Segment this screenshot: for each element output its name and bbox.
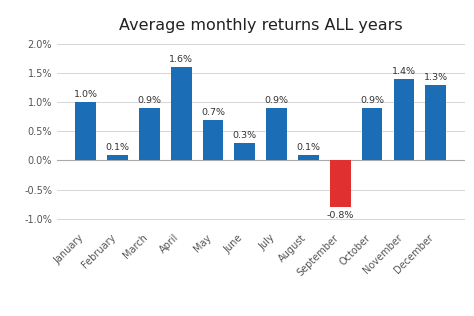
Text: -0.8%: -0.8% — [327, 210, 354, 220]
Text: 0.9%: 0.9% — [264, 96, 289, 105]
Bar — [235, 143, 255, 161]
Bar — [425, 85, 446, 161]
Text: 0.3%: 0.3% — [233, 131, 257, 140]
Text: 1.6%: 1.6% — [169, 55, 193, 64]
Text: 0.1%: 0.1% — [296, 143, 320, 152]
Text: 1.4%: 1.4% — [392, 67, 416, 76]
Bar — [330, 161, 351, 207]
Title: Average monthly returns ALL years: Average monthly returns ALL years — [119, 18, 402, 33]
Text: 0.9%: 0.9% — [360, 96, 384, 105]
Bar — [139, 108, 160, 161]
Text: 1.3%: 1.3% — [424, 73, 448, 82]
Bar — [75, 102, 96, 161]
Bar — [266, 108, 287, 161]
Text: 1.0%: 1.0% — [74, 90, 98, 99]
Text: 0.7%: 0.7% — [201, 108, 225, 117]
Bar — [393, 79, 414, 161]
Bar — [171, 67, 191, 161]
Bar — [298, 155, 319, 161]
Text: 0.1%: 0.1% — [106, 143, 129, 152]
Bar — [203, 119, 223, 161]
Text: 0.9%: 0.9% — [137, 96, 161, 105]
Bar — [362, 108, 383, 161]
Bar — [107, 155, 128, 161]
